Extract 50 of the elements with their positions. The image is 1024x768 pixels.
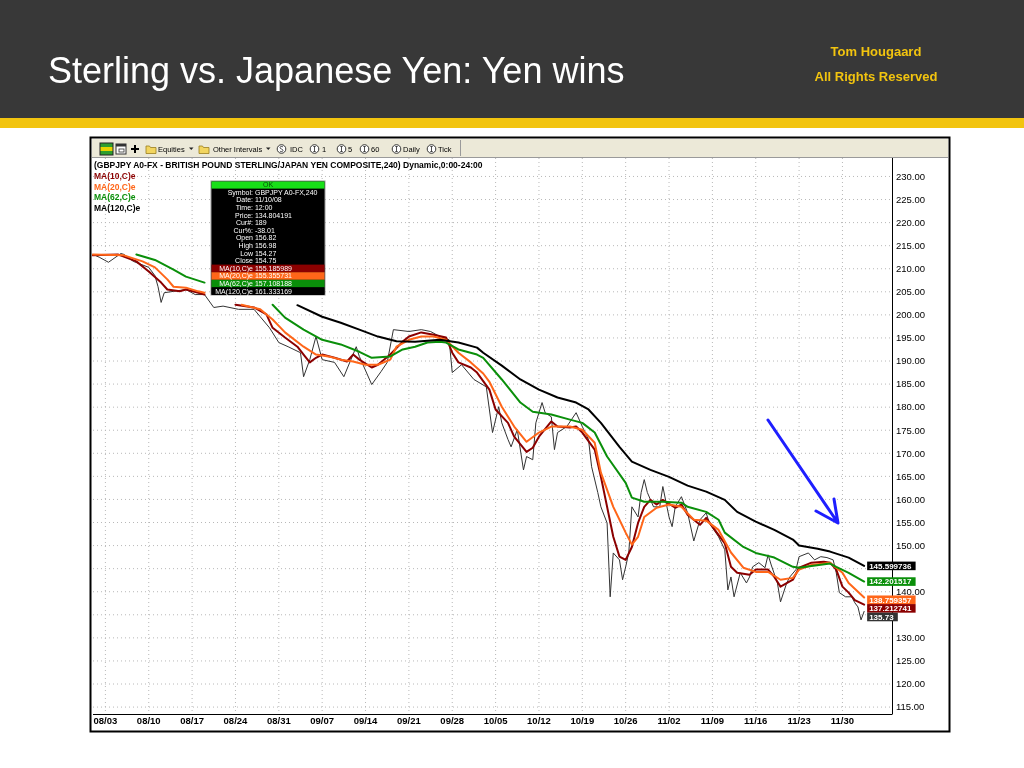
x-tick-label: 10/19: [570, 715, 595, 726]
text: All Rights Reserved: [814, 69, 938, 84]
y-tick-label: 195.00: [896, 332, 926, 344]
x-tick-label: 08/03: [93, 715, 118, 726]
text: MA(20,C)e: [94, 181, 136, 192]
text: MA(120,C)e: [94, 203, 141, 214]
chart-subtitle: (GBPJPY A0-FX - BRITISH POUND STERLING/JAPAN YEN COMPOSITE,240) Dynamic,0:00-24:00: [94, 159, 483, 170]
text: Tom Hougaard: [830, 44, 922, 59]
y-tick-label: 115.00: [896, 701, 925, 713]
y-tick-label: 175.00: [896, 424, 926, 436]
x-tick-label: 10/05: [483, 715, 509, 726]
x-tick-label: 08/10: [136, 715, 161, 726]
x-tick-label: 11/30: [830, 715, 855, 726]
y-tick-label: 130.00: [896, 632, 926, 644]
x-tick-label: 09/07: [310, 715, 335, 726]
text: MA(10,C)e: [94, 170, 136, 181]
y-tick-label: 155.00: [896, 516, 926, 528]
x-tick-label: 08/17: [180, 715, 204, 726]
y-tick-label: 150.00: [896, 539, 926, 551]
x-tick-label: 11/23: [787, 715, 811, 726]
y-tick-label: 215.00: [896, 239, 926, 251]
y-tick-label: 125.00: [896, 655, 926, 667]
x-tick-label: 11/02: [657, 715, 681, 726]
x-tick-label: 10/26: [613, 715, 638, 726]
x-tick-label: 09/21: [396, 715, 422, 726]
x-tick-label: 10/12: [527, 715, 551, 726]
x-tick-label: 09/14: [353, 715, 379, 726]
y-tick-label: 205.00: [896, 286, 926, 298]
x-tick-label: 09/28: [440, 715, 465, 726]
y-tick-label: 190.00: [896, 355, 926, 367]
y-tick-label: 220.00: [896, 216, 926, 228]
x-tick-label: 08/31: [266, 715, 292, 726]
y-tick-label: 185.00: [896, 378, 926, 390]
x-tick-label: 11/16: [744, 715, 768, 726]
y-tick-label: 200.00: [896, 309, 926, 321]
y-tick-label: 160.00: [896, 493, 926, 505]
y-tick-label: 165.00: [896, 470, 926, 482]
y-tick-label: 140.00: [896, 586, 926, 598]
data-label: 142.201517: [869, 577, 912, 587]
y-tick-label: 180.00: [896, 401, 926, 413]
text: MA(62,C)e: [94, 192, 136, 203]
y-tick-label: 225.00: [896, 193, 926, 205]
y-tick-label: 210.00: [896, 263, 926, 275]
chart-title: Sterling vs. Japanese Yen: Yen wins: [48, 50, 625, 91]
y-tick-label: 120.00: [896, 678, 926, 690]
x-tick-label: 11/09: [700, 715, 724, 726]
x-tick-label: 08/24: [223, 715, 249, 726]
y-tick-label: 170.00: [896, 447, 926, 459]
data-label: 137.212741: [869, 604, 912, 614]
y-tick-label: 230.00: [896, 170, 926, 182]
